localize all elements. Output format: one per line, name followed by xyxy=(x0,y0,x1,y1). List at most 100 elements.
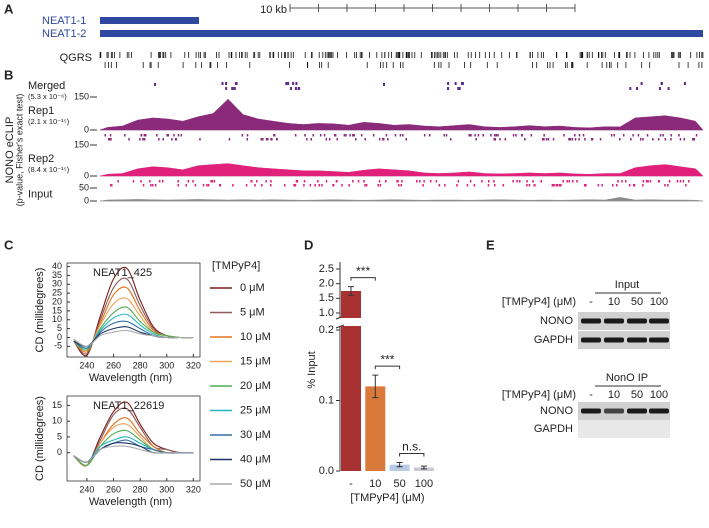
legend-label: 15 μM xyxy=(240,355,271,367)
peak-tick xyxy=(670,134,672,137)
peak-tick xyxy=(109,134,112,137)
peak-tick xyxy=(385,180,387,183)
peak-tick xyxy=(422,184,424,187)
peak-tick xyxy=(295,82,298,85)
peak-tick xyxy=(530,134,533,137)
coverage-area xyxy=(99,163,704,177)
peak-tick xyxy=(658,180,660,183)
x-axis-title: [TMPyP4] (μM) xyxy=(350,492,424,504)
y-tick-label: 5 xyxy=(57,323,62,333)
peak-tick xyxy=(349,134,351,137)
track-label: QGRS xyxy=(60,52,92,64)
peak-tick xyxy=(319,134,322,137)
peak-tick xyxy=(533,184,535,187)
peak-tick xyxy=(610,134,613,137)
peak-tick xyxy=(499,138,501,141)
peak-tick xyxy=(149,180,151,183)
peak-tick xyxy=(132,180,135,183)
lane-label: 100 xyxy=(650,389,668,401)
gene-label: NEAT1-1 xyxy=(42,15,86,27)
peak-tick xyxy=(493,138,495,141)
peak-tick xyxy=(683,82,686,85)
legend-title: [TMPyP4] xyxy=(212,260,260,272)
gene-bar xyxy=(100,17,199,24)
peak-tick xyxy=(457,87,460,90)
peak-tick xyxy=(261,184,263,187)
y-tick-label: 0.1 xyxy=(319,394,334,406)
y-tick-label: 0 xyxy=(84,124,89,134)
error-bar xyxy=(372,374,379,399)
peak-tick xyxy=(256,180,258,183)
peak-tick xyxy=(401,180,403,183)
peak-tick xyxy=(246,134,249,137)
x-tick-label: 300 xyxy=(159,360,174,370)
peak-tick xyxy=(637,134,640,137)
peak-tick xyxy=(328,138,331,141)
peak-tick xyxy=(543,138,545,141)
track-label: Merged xyxy=(28,80,65,92)
peak-tick xyxy=(560,184,562,187)
peak-tick xyxy=(458,87,461,90)
peak-tick xyxy=(612,184,614,187)
peak-tick xyxy=(382,138,384,141)
peak-tick xyxy=(372,134,375,137)
peak-tick xyxy=(143,134,146,137)
y-tick-label: -5 xyxy=(54,341,62,351)
peak-tick xyxy=(292,82,295,85)
peak-tick xyxy=(254,184,256,187)
blot-band xyxy=(604,318,624,324)
peak-tick xyxy=(636,87,638,90)
significance-bracket xyxy=(350,277,376,281)
legend-label: 5 μM xyxy=(240,306,265,318)
peak-tick xyxy=(488,180,490,183)
lane-label: 50 xyxy=(631,296,643,308)
peak-tick xyxy=(325,138,328,141)
panel-label: C xyxy=(4,237,14,252)
peak-tick xyxy=(664,184,666,187)
panel-label: D xyxy=(304,237,313,252)
y-axis-title: CD (millidegrees) xyxy=(34,268,46,353)
peak-tick xyxy=(398,184,400,187)
y-tick-label: 10 xyxy=(52,314,62,324)
peak-tick xyxy=(494,184,496,187)
peak-tick xyxy=(435,180,438,183)
peak-tick xyxy=(265,138,268,141)
peak-tick xyxy=(519,180,521,183)
peak-tick xyxy=(578,134,581,137)
peak-tick xyxy=(545,138,548,141)
peak-tick xyxy=(378,180,381,183)
peak-tick xyxy=(343,134,346,137)
peak-tick xyxy=(630,138,632,141)
y-tick-label: 2.0 xyxy=(319,278,334,290)
peak-tick xyxy=(162,138,164,141)
peak-tick xyxy=(309,184,312,187)
y-tick-label: 1.0 xyxy=(319,307,334,319)
x-tick-label: 260 xyxy=(106,484,121,494)
peak-tick xyxy=(213,180,216,183)
peak-tick xyxy=(270,138,272,141)
peak-tick xyxy=(640,82,643,85)
error-bar xyxy=(396,462,403,468)
peak-tick xyxy=(652,138,654,141)
peak-tick xyxy=(541,138,544,141)
peak-tick xyxy=(206,184,208,187)
peak-tick xyxy=(207,184,210,187)
peak-tick xyxy=(303,184,305,187)
significance-label: *** xyxy=(356,264,370,278)
peak-tick xyxy=(457,180,460,183)
y-axis-title: % Input xyxy=(306,351,318,388)
lane-label: - xyxy=(589,389,593,401)
peak-tick xyxy=(335,180,338,183)
peak-tick xyxy=(210,180,212,183)
peak-tick xyxy=(365,184,368,187)
y-tick-label: 0 xyxy=(84,170,89,180)
peak-tick xyxy=(142,184,145,187)
peak-tick xyxy=(664,138,667,141)
peak-tick xyxy=(154,83,156,86)
peak-tick xyxy=(397,180,399,183)
peak-tick xyxy=(629,87,632,90)
peak-tick xyxy=(156,134,158,137)
peak-tick xyxy=(104,134,106,137)
track-label: Rep2 xyxy=(28,153,54,165)
